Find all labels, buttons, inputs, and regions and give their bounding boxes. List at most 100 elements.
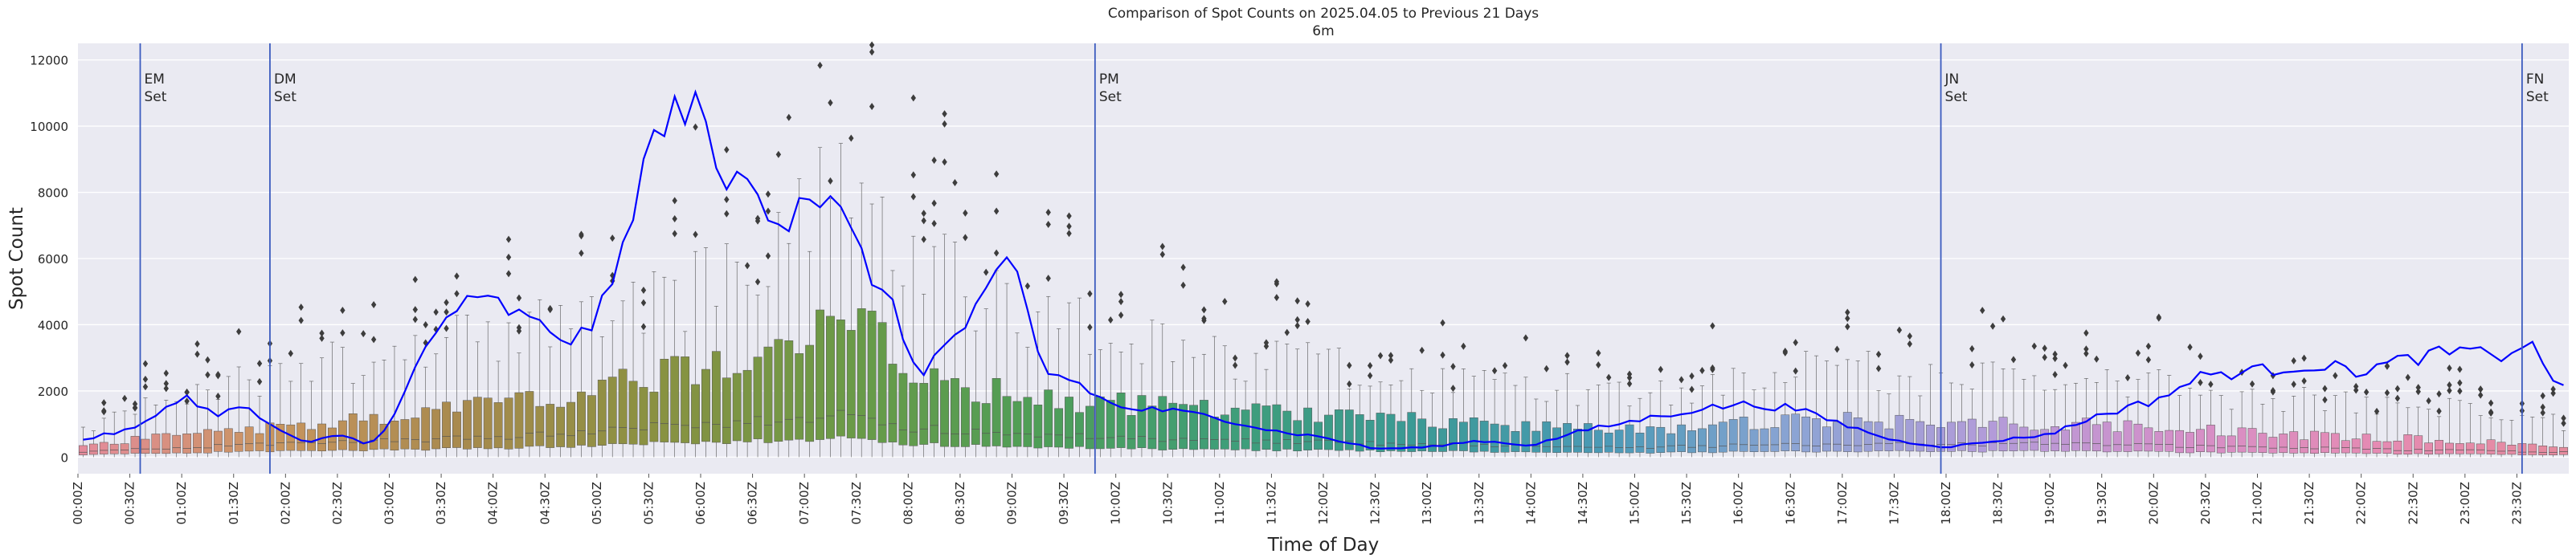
box-116 [1282,344,1292,458]
outlier-point [2478,391,2484,399]
x-tick-label: 23:00Z [2458,482,2472,525]
box-body [1386,413,1396,451]
outlier-point [2083,329,2089,337]
box-body [2372,441,2382,454]
x-tick-label: 01:30Z [227,482,241,525]
box-231 [2476,415,2485,458]
outlier-point [2540,392,2545,400]
outlier-point [298,303,304,312]
box-46 [556,305,566,458]
outlier-point [921,210,926,218]
box-body [1490,423,1499,453]
outlier-point [1294,322,1300,330]
box-body [691,384,700,445]
box-209 [2247,389,2257,458]
box-89 [1002,283,1012,458]
x-tick-label: 13:30Z [1472,482,1486,525]
y-tick-label: 4000 [38,318,68,332]
x-tick-label: 11:00Z [1212,482,1227,525]
outlier-point [340,306,346,314]
box-body [1116,393,1126,448]
box-191 [2061,384,2070,458]
box-body [120,443,129,454]
box-8 [162,400,171,458]
box-7 [151,405,161,458]
box-151 [1646,392,1655,458]
box-body [877,322,887,443]
box-91 [1023,347,1032,458]
outlier-point [910,171,916,179]
box-body [2289,431,2299,454]
outlier-point [2124,373,2131,381]
outlier-point [1544,365,1549,373]
box-body [1449,418,1458,451]
outlier-point [132,400,138,408]
box-body [2102,422,2112,453]
box-214 [2300,387,2309,458]
box-180 [1947,382,1956,458]
box-175 [1895,375,1904,458]
x-tick-label: 16:00Z [1732,482,1746,525]
outlier-point [236,328,242,336]
box-body [223,428,233,453]
box-29 [379,359,389,458]
outlier-point [2447,381,2452,389]
box-body [1106,400,1115,449]
box-200 [2154,369,2164,458]
box-body [1781,414,1790,451]
box-67 [774,212,783,458]
box-14 [223,376,233,458]
outlier-point [2010,356,2017,364]
outlier-point [1907,332,1912,340]
box-body [1812,418,1821,453]
outlier-point [1980,307,1985,315]
box-body [1646,426,1655,454]
box-65 [753,295,763,458]
outlier-point [1159,250,1165,259]
box-107 [1189,356,1198,458]
outlier-point [2042,344,2047,352]
box-body [971,401,980,445]
outlier-point [1626,373,1633,381]
x-tick-label: 21:00Z [2251,482,2265,525]
box-body [203,429,212,454]
outlier-point [1347,361,1352,369]
box-193 [2081,378,2091,458]
box-39 [483,321,493,458]
box-4 [120,410,129,458]
box-157 [1707,374,1717,458]
box-226 [2424,409,2434,458]
box-212 [2279,411,2288,458]
box-63 [732,262,742,458]
box-104 [1158,324,1167,458]
x-ticks: 00:00Z 00:30Z 01:00Z 01:30Z 02:00Z 02:30Z 03:0… [71,474,2524,525]
x-tick-label: 06:30Z [746,482,760,525]
box-49 [587,296,596,458]
box-24 [328,341,337,458]
box-body [1200,400,1208,450]
box-body [816,309,824,440]
box-220 [2361,397,2371,458]
box-body [1220,414,1229,450]
outlier-point [942,110,947,118]
box-body [2320,432,2329,454]
box-239 [2559,430,2568,458]
box-135 [1479,370,1489,458]
outlier-point [1969,344,1975,352]
chart-title: Comparison of Spot Counts on 2025.04.05 … [1108,6,1539,22]
box-5 [130,413,140,458]
box-body [960,387,970,447]
outlier-point [205,371,211,379]
outlier-point [2249,380,2255,388]
box-body [348,413,358,451]
box-202 [2175,395,2185,458]
box-body [1396,421,1406,452]
x-tick-label: 23:30Z [2509,482,2524,525]
box-body [514,392,524,449]
outlier-point [2198,352,2203,360]
box-body [1853,417,1862,453]
box-body [1126,415,1136,450]
box-body [411,417,420,450]
outlier-point [1201,315,1207,323]
box-213 [2289,396,2299,458]
